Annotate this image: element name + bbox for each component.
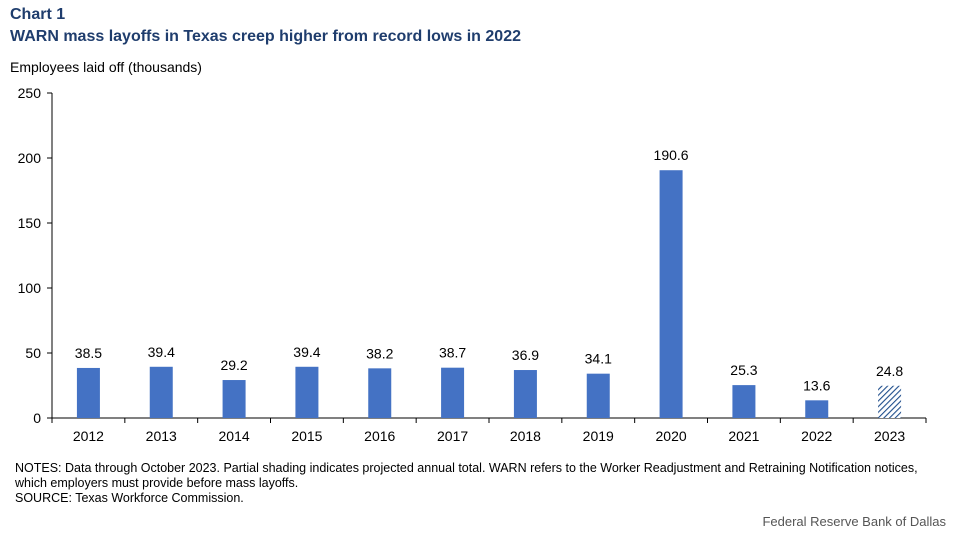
bar-2017 (441, 367, 465, 418)
x-tick-label-2023: 2023 (874, 428, 905, 444)
data-label-2019: 34.1 (585, 351, 612, 367)
data-label-2015: 39.4 (293, 344, 320, 360)
bar-2013 (149, 366, 173, 418)
bar-2020 (659, 170, 683, 418)
y-tick-label: 200 (18, 150, 42, 166)
bars (76, 170, 902, 418)
notes-text: NOTES: Data through October 2023. Partia… (15, 461, 918, 490)
data-label-2021: 25.3 (730, 362, 757, 378)
data-label-2012: 38.5 (75, 345, 102, 361)
data-label-2023: 24.8 (876, 363, 903, 379)
x-tick-label-2016: 2016 (364, 428, 395, 444)
y-tick-label: 250 (18, 85, 42, 101)
data-label-2014: 29.2 (220, 357, 247, 373)
data-label-2018: 36.9 (512, 347, 539, 363)
x-tick-label-2018: 2018 (510, 428, 541, 444)
x-tick-label-2019: 2019 (583, 428, 614, 444)
bar-2023 (878, 385, 902, 418)
x-tick-label-2015: 2015 (291, 428, 322, 444)
x-tick-label-2013: 2013 (146, 428, 177, 444)
credit-text: Federal Reserve Bank of Dallas (762, 514, 946, 529)
x-tick-label-2017: 2017 (437, 428, 468, 444)
x-axis: 2012 2013 2014 2015 2016 2017 2018 2019 2020 2021… (51, 417, 927, 444)
bar-chart: 0 50 100 150 200 250 2012 2013 2014 2015 2016 2017… (18, 85, 927, 444)
x-tick-label-2020: 2020 (656, 428, 687, 444)
bar-2014 (222, 380, 246, 418)
x-tick-label-2021: 2021 (728, 428, 759, 444)
x-tick-label-2014: 2014 (219, 428, 250, 444)
bar-2021 (732, 385, 756, 418)
y-tick-label: 0 (33, 410, 41, 426)
y-axis: 0 50 100 150 200 250 (18, 85, 53, 426)
x-tick-label-2022: 2022 (801, 428, 832, 444)
bar-2016 (368, 368, 392, 418)
chart-title: WARN mass layoffs in Texas creep higher … (10, 28, 521, 45)
data-label-2016: 38.2 (366, 345, 393, 361)
y-tick-label: 100 (18, 280, 42, 296)
data-label-2022: 13.6 (803, 377, 830, 393)
y-tick-label: 50 (25, 345, 41, 361)
data-label-2013: 39.4 (148, 344, 175, 360)
bar-2019 (586, 373, 610, 418)
source-text: SOURCE: Texas Workforce Commission. (15, 491, 244, 505)
data-label-2020: 190.6 (654, 147, 689, 163)
bar-2018 (513, 370, 537, 418)
data-label-2017: 38.7 (439, 345, 466, 361)
y-tick-label: 150 (18, 215, 42, 231)
x-tick-label-2012: 2012 (73, 428, 104, 444)
bar-2022 (805, 400, 829, 418)
bar-2012 (76, 367, 100, 418)
bar-2015 (295, 366, 319, 418)
y-axis-label: Employees laid off (thousands) (10, 59, 202, 75)
notes-section: NOTES: Data through October 2023. Partia… (15, 461, 950, 506)
chart-label: Chart 1 (10, 6, 66, 23)
data-labels: 38.5 39.4 29.2 39.4 38.2 38.7 36.9 34.1 190.6 25.… (75, 147, 904, 393)
